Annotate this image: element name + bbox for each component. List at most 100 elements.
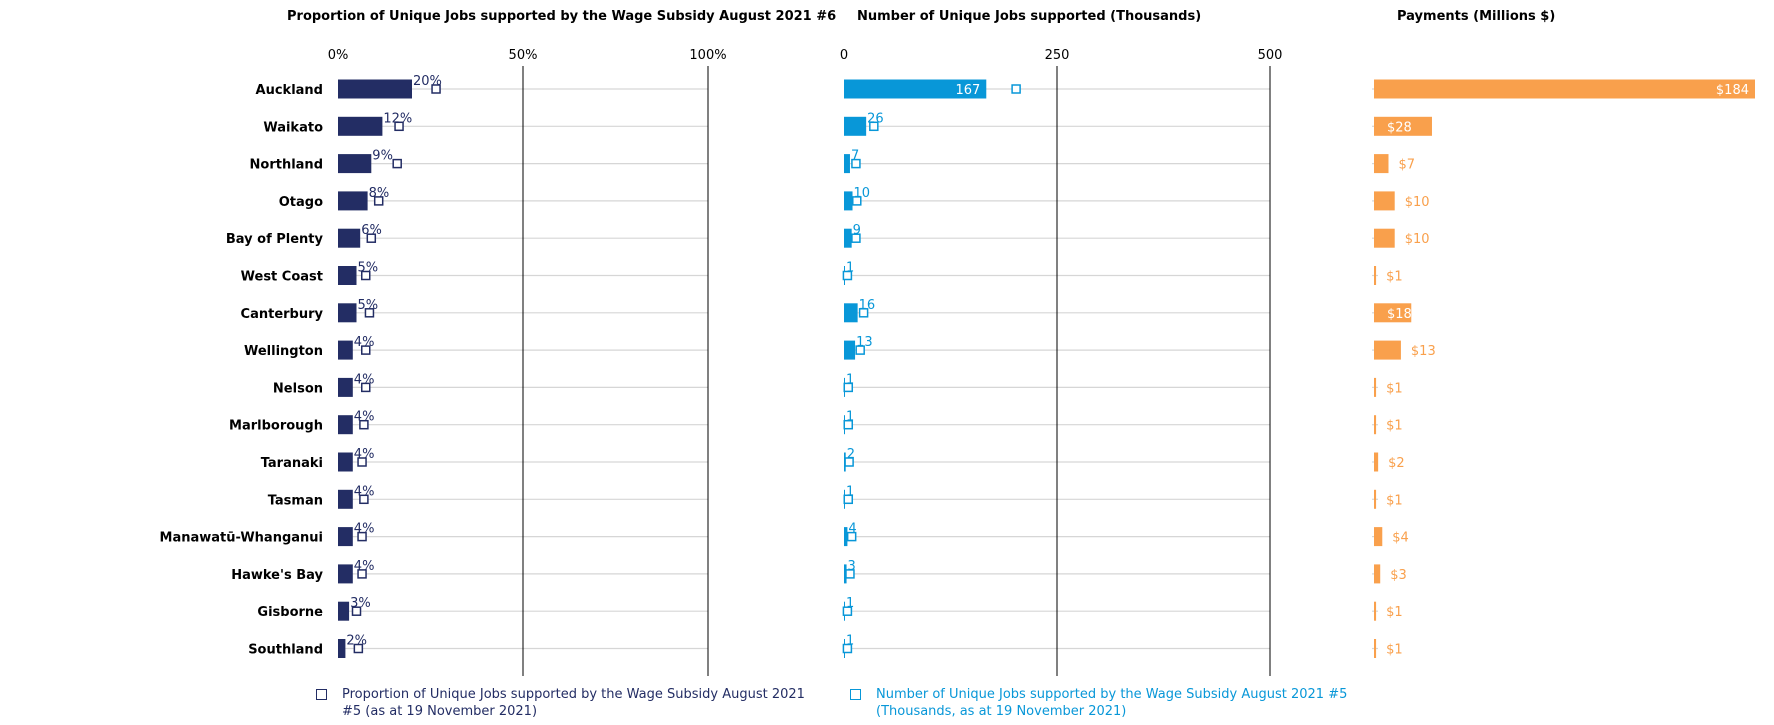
- payments-bar: [1374, 415, 1377, 435]
- legend-jobs-text-1: Number of Unique Jobs supported by the W…: [876, 687, 1348, 702]
- panel-1-tick-label: 50%: [509, 48, 538, 63]
- category-label: Taranaki: [261, 456, 323, 471]
- panel-2-tick-label: 500: [1258, 48, 1283, 63]
- payments-data-label: $13: [1411, 344, 1436, 359]
- category-label: Auckland: [256, 83, 323, 98]
- proportion-previous-marker: [361, 382, 371, 393]
- proportion-data-label: 4%: [354, 410, 375, 425]
- payments-bar: [1374, 639, 1377, 658]
- jobs-data-label: 4: [848, 522, 856, 537]
- proportion-previous-marker: [357, 457, 367, 467]
- proportion-bar: [338, 266, 357, 285]
- payments-data-label: $184: [1716, 83, 1749, 98]
- jobs-previous-marker: [858, 308, 869, 318]
- legend-proportion-text-2: #5 (as at 19 November 2021): [342, 704, 538, 719]
- proportion-previous-marker: [351, 606, 362, 616]
- category-label: Wellington: [244, 344, 323, 359]
- payments-data-label: $10: [1405, 195, 1430, 210]
- proportion-bar: [338, 489, 353, 509]
- payments-bar: [1374, 452, 1379, 472]
- proportion-bar: [338, 79, 412, 99]
- category-label: Marlborough: [229, 419, 323, 434]
- proportion-bar: [338, 564, 353, 584]
- panel-2-tick-label: 250: [1045, 48, 1070, 63]
- category-label: Nelson: [273, 381, 323, 396]
- payments-bar: [1374, 377, 1377, 397]
- category-label: Hawke's Bay: [231, 568, 323, 583]
- proportion-data-label: 12%: [383, 111, 412, 126]
- jobs-previous-marker: [842, 643, 853, 654]
- proportion-previous-marker: [353, 643, 364, 654]
- payments-data-label: $1: [1386, 605, 1403, 620]
- payments-bar: [1374, 191, 1395, 211]
- payments-bar: [1374, 266, 1377, 285]
- legend-proportion-marker: [316, 689, 327, 700]
- payments-data-label: $1: [1386, 493, 1403, 508]
- category-label: Gisborne: [257, 605, 323, 620]
- panel-1-tick-label: 0%: [328, 48, 349, 63]
- panel-2-title: Number of Unique Jobs supported (Thousan…: [857, 9, 1201, 24]
- proportion-bar: [338, 191, 368, 211]
- panel-1-tick-label: 100%: [689, 48, 726, 63]
- payments-bar: [1374, 303, 1412, 323]
- jobs-data-label: 1: [846, 596, 854, 611]
- legend-jobs-marker: [850, 689, 861, 700]
- jobs-previous-marker: [855, 345, 865, 355]
- proportion-bar: [338, 639, 346, 658]
- proportion-bar: [338, 154, 372, 174]
- panel-3-title: Payments (Millions $): [1397, 9, 1555, 24]
- panel-1-title: Proportion of Unique Jobs supported by t…: [287, 9, 836, 24]
- jobs-previous-marker: [869, 121, 879, 132]
- jobs-data-label: 9: [853, 223, 861, 238]
- jobs-previous-marker: [842, 270, 853, 281]
- jobs-bar: [844, 154, 850, 174]
- category-label: Canterbury: [241, 307, 324, 322]
- proportion-previous-marker: [366, 233, 377, 243]
- proportion-bar: [338, 601, 350, 621]
- jobs-previous-marker: [843, 382, 854, 393]
- payments-bar: [1374, 527, 1383, 547]
- category-label: Manawatū-Whanganui: [160, 531, 323, 546]
- payments-data-label: $10: [1405, 232, 1430, 247]
- jobs-previous-marker: [1011, 84, 1021, 94]
- jobs-previous-marker: [843, 494, 854, 505]
- legend-jobs-text-2: (Thousands, as at 19 November 2021): [876, 704, 1127, 719]
- proportion-previous-marker: [361, 345, 371, 355]
- payments-data-label: $28: [1387, 120, 1412, 135]
- jobs-bar: [844, 191, 853, 211]
- jobs-bar: [844, 228, 852, 248]
- jobs-data-label: 1: [846, 484, 854, 499]
- proportion-bar: [338, 527, 353, 547]
- jobs-previous-marker: [852, 196, 862, 206]
- category-label: West Coast: [241, 270, 323, 285]
- jobs-previous-marker: [846, 531, 857, 542]
- jobs-data-label: 7: [851, 149, 859, 164]
- jobs-data-label: 3: [848, 559, 856, 574]
- proportion-previous-marker: [357, 569, 367, 579]
- proportion-previous-marker: [364, 308, 375, 318]
- payments-bar: [1374, 154, 1389, 174]
- payments-bar: [1374, 116, 1432, 136]
- proportion-previous-marker: [359, 494, 369, 505]
- proportion-bar: [338, 340, 353, 360]
- jobs-data-label: 1: [846, 634, 854, 649]
- jobs-data-label: 1: [846, 372, 854, 387]
- proportion-bar: [338, 452, 353, 472]
- proportion-bar: [338, 415, 353, 435]
- jobs-previous-marker: [851, 158, 861, 169]
- proportion-data-label: 4%: [354, 484, 375, 499]
- proportion-previous-marker: [361, 270, 371, 281]
- payments-bar: [1374, 340, 1401, 360]
- jobs-previous-marker: [843, 419, 854, 430]
- payments-data-label: $1: [1386, 381, 1403, 396]
- jobs-data-label: 167: [955, 83, 980, 98]
- jobs-previous-marker: [845, 569, 855, 579]
- jobs-previous-marker: [842, 606, 853, 616]
- proportion-data-label: 9%: [372, 149, 393, 164]
- proportion-bar: [338, 377, 353, 397]
- payments-data-label: $1: [1386, 643, 1403, 658]
- legend-proportion-text-1: Proportion of Unique Jobs supported by t…: [342, 687, 805, 702]
- category-label: Southland: [248, 643, 323, 658]
- jobs-data-label: 2: [847, 447, 855, 462]
